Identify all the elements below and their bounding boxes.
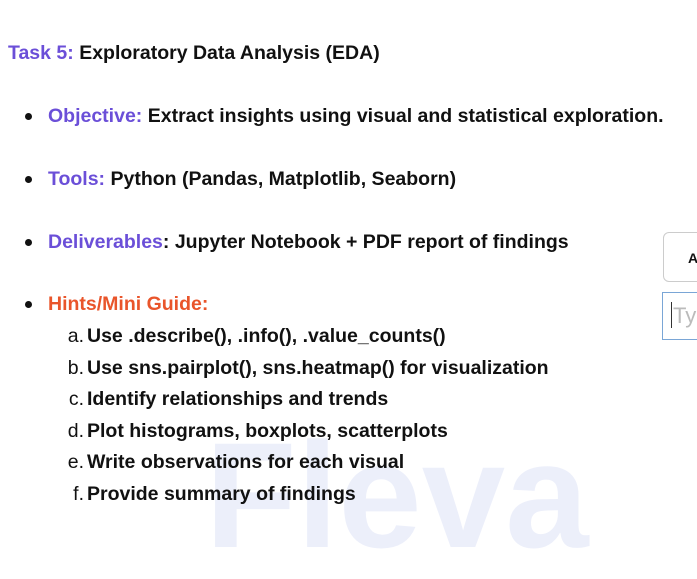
step-text: Use .describe(), .info(), .value_counts(… <box>87 325 446 347</box>
task-label: Task 5: <box>8 42 74 64</box>
bullet <box>25 113 32 120</box>
item: Deliverables: Jupyter Notebook + PDF rep… <box>48 230 569 254</box>
step-marker <box>64 387 84 411</box>
item-label: Objective: <box>48 105 143 127</box>
task-title: Exploratory Data Analysis (EDA) <box>79 42 380 64</box>
step-text: Provide summary of findings <box>87 482 356 505</box>
step-marker <box>64 450 84 474</box>
page: Fleva Task 5: Exploratory Data Analysis … <box>0 0 697 525</box>
item: Objective: Extract insights using visual… <box>48 104 664 128</box>
item-label: Deliverables <box>48 231 163 253</box>
item-text: Extract insights using visual and statis… <box>147 105 664 127</box>
item-text: Python (Pandas, Matplotlib, Seaborn) <box>110 168 457 190</box>
bullet <box>25 301 32 308</box>
step-marker <box>64 324 84 348</box>
step-marker <box>64 356 84 380</box>
item: Tools: Python (Pandas, Matplotlib, Seabo… <box>48 167 456 191</box>
hints-label: Hints/Mini Guide: <box>48 293 209 315</box>
item-text: : Jupyter Notebook + PDF report of findi… <box>162 231 569 253</box>
bullet <box>25 176 32 183</box>
task-heading: Task 5: Exploratory Data Analysis (EDA) <box>8 41 380 65</box>
step-text: Write observations for each visual <box>87 451 405 473</box>
step-text: Identify relationships and trends <box>87 388 389 410</box>
side-input[interactable]: Ty <box>662 292 697 340</box>
step-marker <box>64 419 84 443</box>
step-text: Plot histograms, boxplots, scatterplots <box>87 419 448 442</box>
step-text: Use sns.pairplot(), sns.heatmap() for vi… <box>87 356 549 379</box>
text-cursor <box>671 302 672 328</box>
step-marker <box>64 482 84 506</box>
item-label: Tools: <box>48 168 106 190</box>
bullet <box>25 239 32 246</box>
side-button[interactable]: A <box>663 232 697 282</box>
